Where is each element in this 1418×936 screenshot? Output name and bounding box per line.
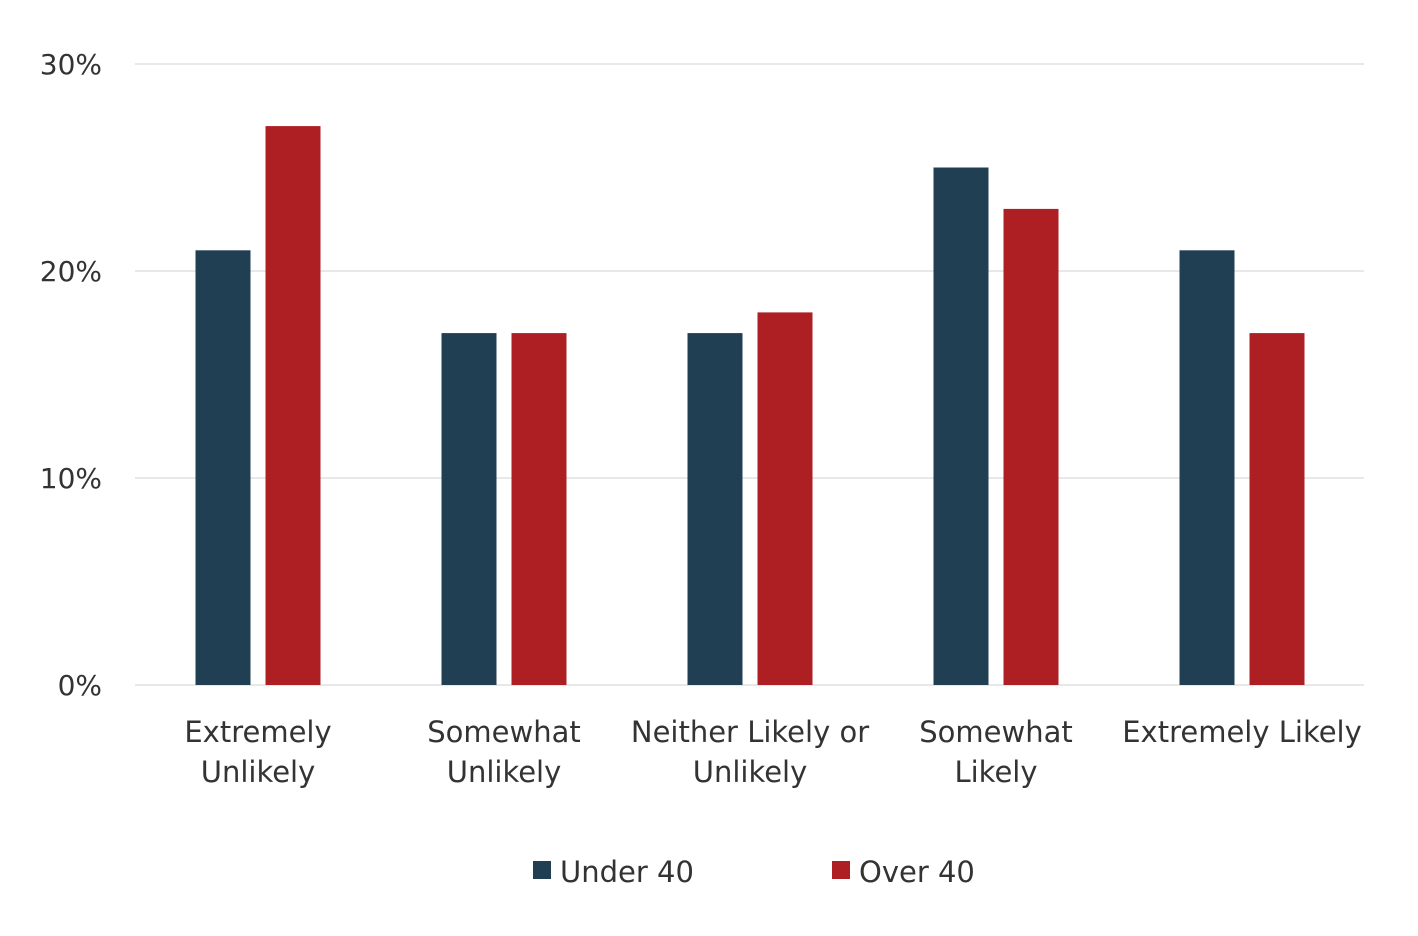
- bar-under-40: [933, 167, 989, 685]
- x-category-label-line: Somewhat: [427, 715, 580, 749]
- x-category-label: Neither Likely or Unlikely: [631, 715, 869, 789]
- gridlines: [135, 63, 1364, 686]
- legend-label: Over 40: [859, 855, 975, 889]
- x-category-label: Somewhat Likely: [919, 715, 1072, 789]
- legend: Under 40 Over 40: [533, 855, 975, 889]
- y-axis-ticks: 0% 10% 20% 30%: [40, 48, 102, 702]
- x-category-label-line: Extremely Likely: [1122, 715, 1362, 749]
- x-category-label: Extremely Likely: [1122, 715, 1362, 749]
- x-category-label: Extremely Unlikely: [184, 715, 331, 789]
- legend-label: Under 40: [560, 855, 694, 889]
- legend-swatch: [832, 861, 850, 879]
- bar-under-40: [687, 333, 743, 685]
- bar-over-40: [511, 333, 567, 685]
- x-category-label-line: Somewhat: [919, 715, 1072, 749]
- y-tick-label: 30%: [40, 48, 102, 81]
- legend-swatch: [533, 861, 551, 879]
- x-category-label-line: Unlikely: [201, 755, 316, 789]
- bar-over-40: [1249, 333, 1305, 685]
- x-category-label-line: Likely: [954, 755, 1037, 789]
- y-tick-label: 10%: [40, 462, 102, 495]
- bar-under-40: [441, 333, 497, 685]
- bar-over-40: [1003, 208, 1059, 685]
- bar-under-40: [1179, 250, 1235, 686]
- x-category-label-line: Extremely: [184, 715, 331, 749]
- x-category-label-line: Unlikely: [693, 755, 808, 789]
- bar-over-40: [265, 126, 321, 686]
- y-tick-label: 20%: [40, 255, 102, 288]
- y-tick-label: 0%: [58, 669, 102, 702]
- bar-over-40: [757, 312, 813, 685]
- x-category-label-line: Unlikely: [447, 755, 562, 789]
- x-category-label-line: Neither Likely or: [631, 715, 869, 749]
- x-category-label: Somewhat Unlikely: [427, 715, 580, 789]
- bar-under-40: [195, 250, 251, 686]
- bars: [195, 126, 1305, 686]
